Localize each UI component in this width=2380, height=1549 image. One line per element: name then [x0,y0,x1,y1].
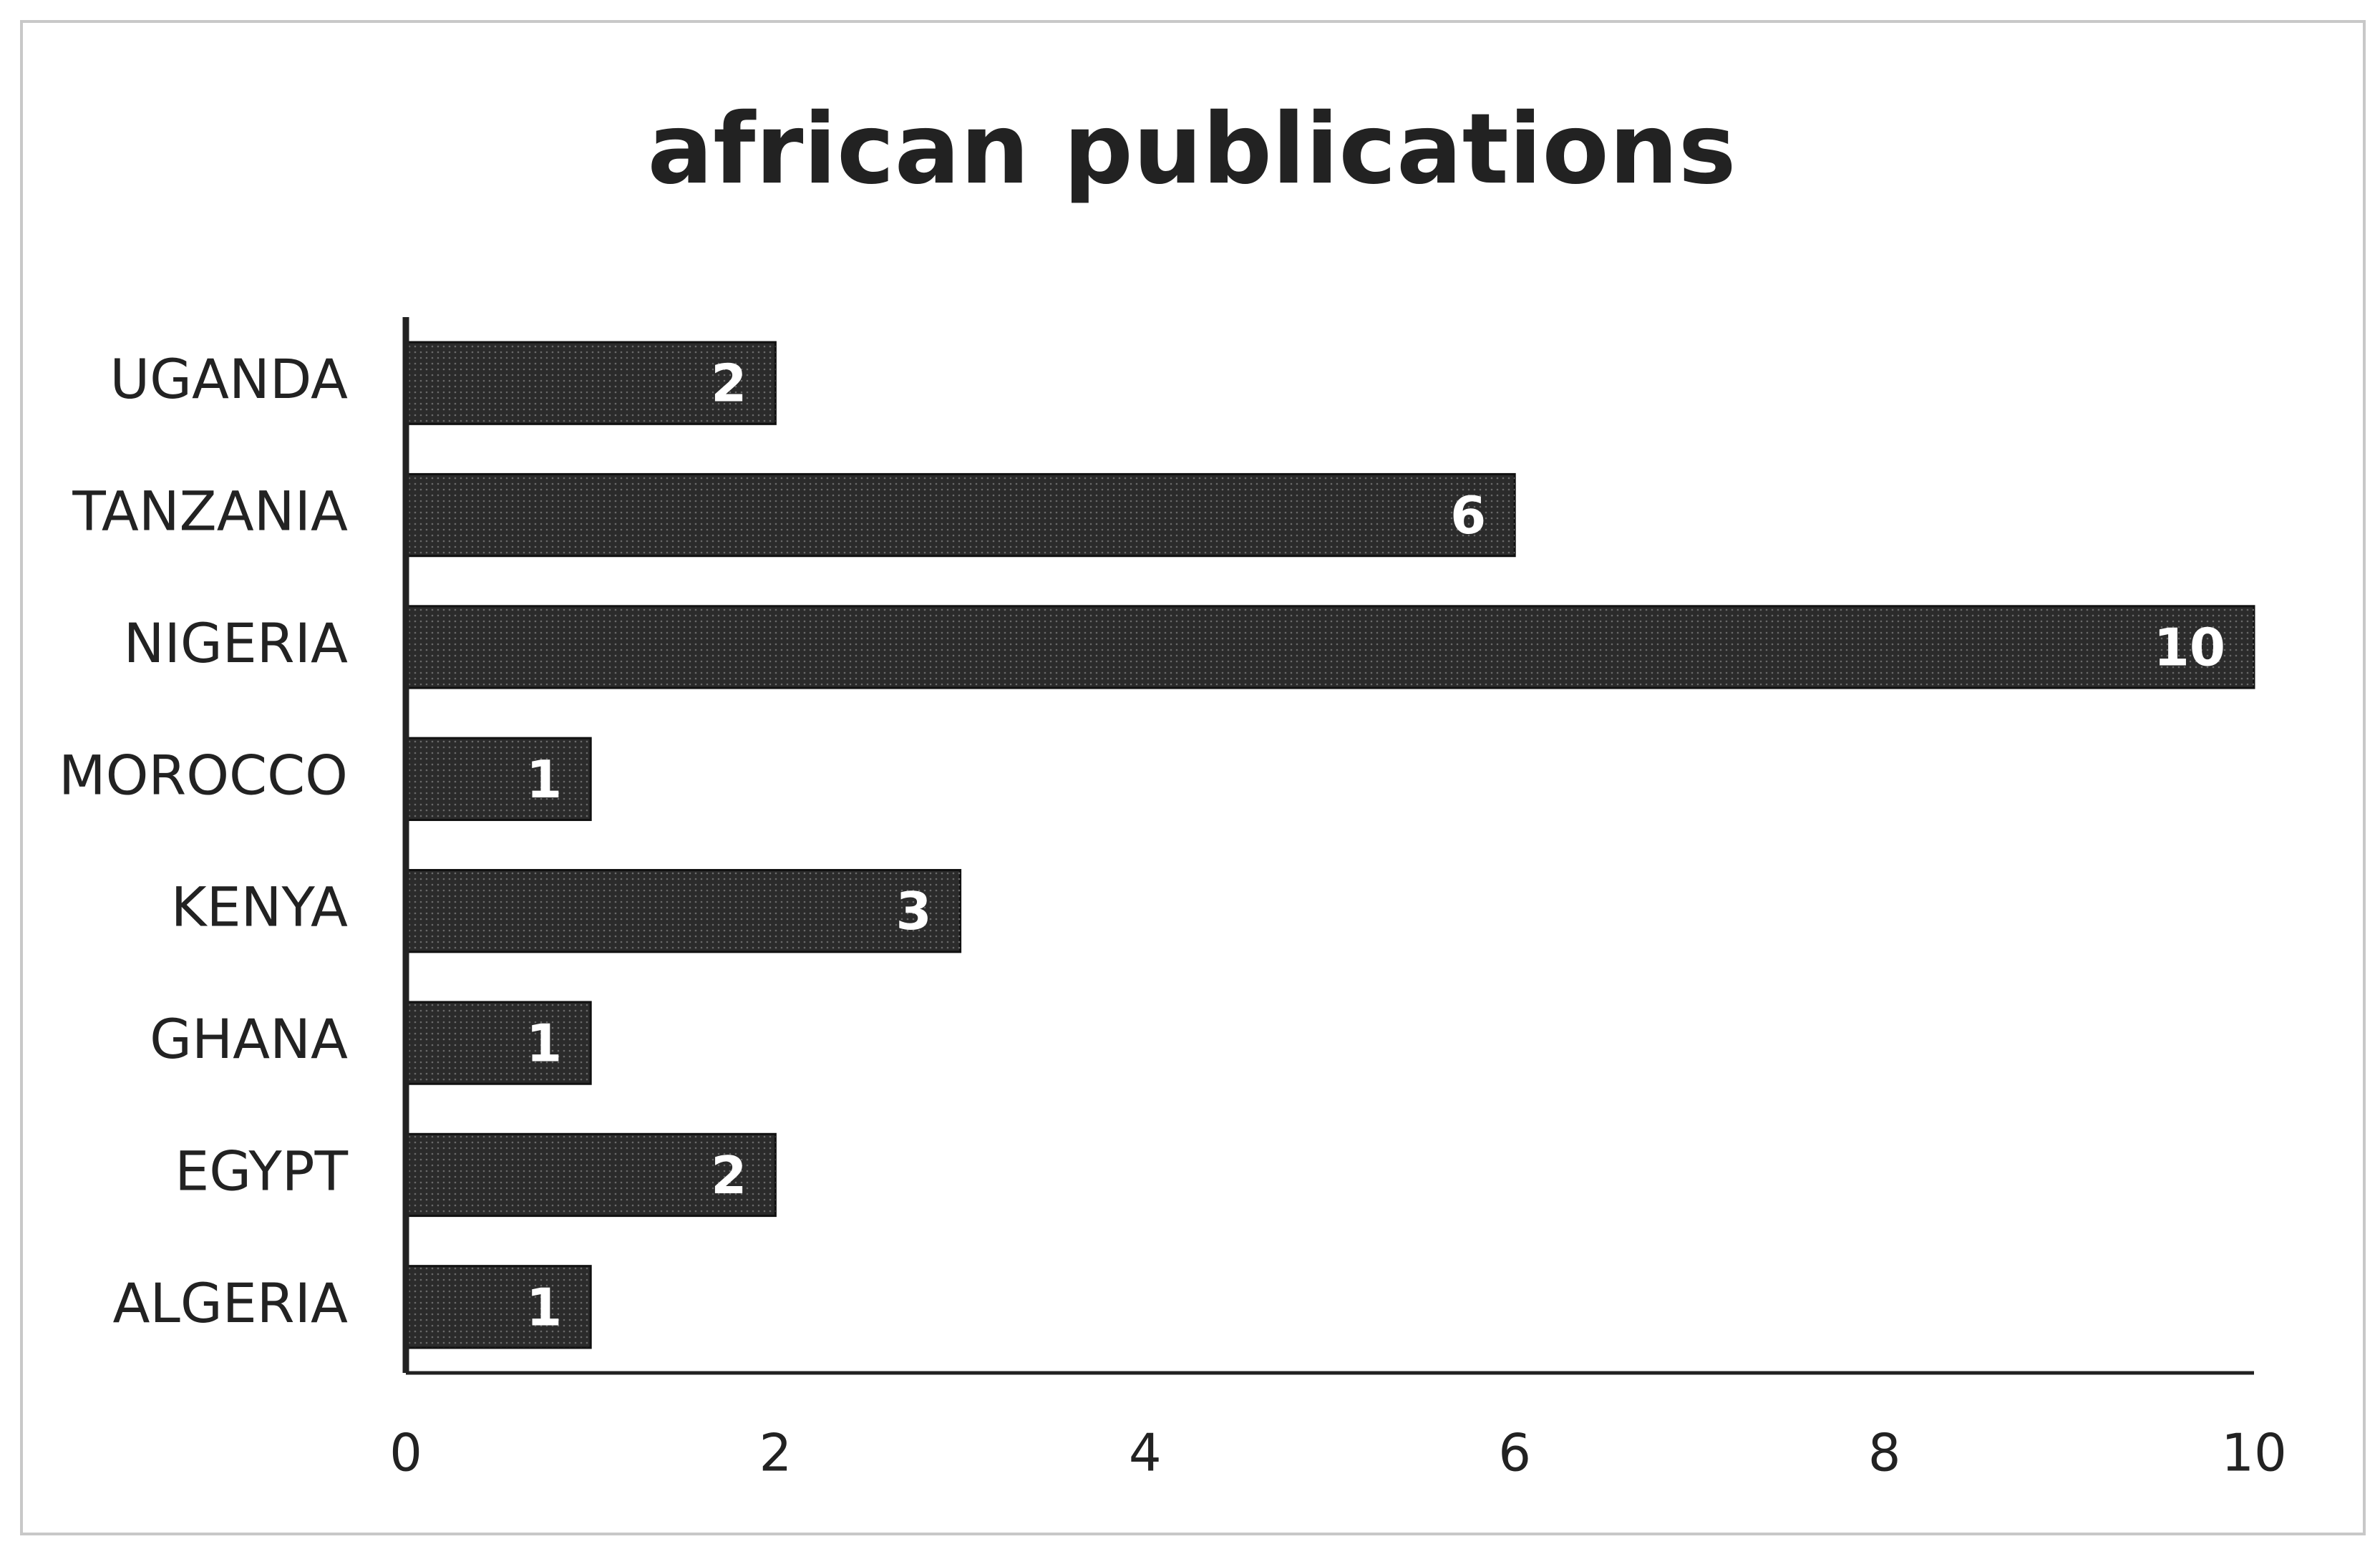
bar-group [404,472,1516,558]
bar-group [404,737,592,821]
x-tick-label: 0 [389,1423,422,1483]
bar-texture [406,1134,776,1216]
data-label: 6 [1450,485,1486,545]
bar-group [404,1001,592,1085]
bar-group [404,1265,592,1349]
data-label: 1 [526,749,562,810]
bar-texture [406,1266,591,1348]
bar-group [404,605,2255,689]
data-label: 2 [711,1145,747,1205]
y-tick-label: UGANDA [110,347,348,411]
y-tick-label: MOROCCO [59,743,348,807]
y-tick-label: KENYA [171,875,348,939]
y-tick-label: ALGERIA [113,1271,348,1335]
y-tick-label: GHANA [150,1007,348,1071]
x-tick-label: 8 [1868,1423,1901,1483]
x-tick-label: 4 [1129,1423,1162,1483]
bar-group [404,869,962,953]
y-tick-label: NIGERIA [124,611,348,675]
data-label: 2 [711,354,747,414]
y-tick-label: TANZANIA [72,480,348,543]
y-tick-label: EGYPT [175,1139,348,1203]
bar-texture [406,474,1515,556]
bar-texture [406,342,776,424]
bar-group [404,341,777,425]
x-tick-label: 10 [2221,1423,2287,1483]
bar-texture [406,606,2254,689]
x-tick-label: 6 [1498,1423,1531,1483]
bar-texture [406,738,591,820]
data-label: 10 [2154,617,2225,677]
x-tick-label: 2 [759,1423,792,1483]
chart-frame [20,20,2366,1535]
bar-group [404,1132,777,1218]
chart-title: african publications [647,93,1736,206]
data-label: 3 [895,881,931,941]
bar-texture [406,870,961,952]
data-label: 1 [526,1277,562,1337]
data-label: 1 [526,1014,562,1074]
bar-texture [406,1001,591,1084]
